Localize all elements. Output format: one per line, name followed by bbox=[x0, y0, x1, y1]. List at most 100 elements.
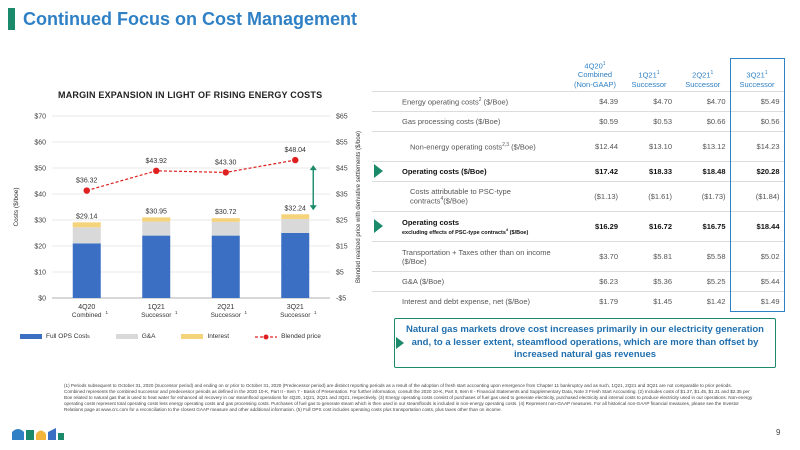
y-right-tick-label: $35 bbox=[336, 192, 348, 199]
legend-superscript: 5 bbox=[87, 334, 90, 339]
row-sublabel-superscript: 4 bbox=[505, 226, 509, 232]
table-cell: $5.49 bbox=[729, 91, 785, 112]
table-cell: $5.58 bbox=[676, 241, 730, 272]
bar-total-label: $32.24 bbox=[285, 205, 307, 212]
table-row: Operating costs excluding effects of PSC-… bbox=[372, 211, 785, 242]
row-label: Costs attributable to PSC-type contracts… bbox=[372, 181, 568, 212]
table-cell: $5.81 bbox=[622, 241, 676, 272]
table-cell: $16.29 bbox=[568, 211, 622, 242]
table-cell: $16.75 bbox=[676, 211, 730, 242]
header-blank bbox=[372, 59, 568, 92]
table-row: Transportation + Taxes other than on inc… bbox=[372, 241, 785, 272]
row-label-text: Gas processing costs ($/Boe) bbox=[402, 117, 501, 127]
y-tick-label: $70 bbox=[34, 114, 46, 121]
legend-label: Blended price bbox=[281, 333, 321, 340]
callout-text: Natural gas markets drove cost increases… bbox=[406, 324, 764, 361]
table-cell: $18.48 bbox=[676, 161, 730, 182]
column-header-line: Successor bbox=[739, 79, 775, 89]
y-right-tick-label: $5 bbox=[336, 270, 344, 277]
table-cell: $1.49 bbox=[729, 291, 785, 313]
table-row: Interest and debt expense, net ($/Boe) $1… bbox=[372, 291, 785, 313]
bar-g-a bbox=[211, 221, 240, 236]
column-header: 2Q211 Successor bbox=[676, 59, 730, 92]
x-tick-label: 4Q20 bbox=[78, 304, 95, 311]
y-tick-label: $40 bbox=[34, 192, 46, 199]
row-label-text: Transportation + Taxes other than on inc… bbox=[402, 247, 551, 266]
footnote: (1) Periods subsequent to October 31, 20… bbox=[64, 383, 753, 413]
row-label: Transportation + Taxes other than on inc… bbox=[372, 241, 568, 272]
y-tick-label: $20 bbox=[34, 244, 46, 251]
row-sublabel-suffix: ($/Boe) bbox=[508, 229, 529, 236]
column-header-line: 3Q21 bbox=[746, 70, 765, 80]
column-header-line: Successor bbox=[631, 79, 667, 89]
legend-label: Interest bbox=[207, 333, 230, 340]
bar-g-a bbox=[281, 218, 310, 233]
bar-total-label: $29.14 bbox=[76, 213, 98, 220]
bar-g-a bbox=[142, 221, 171, 236]
table-cell: $4.70 bbox=[622, 91, 676, 112]
company-logo-icon bbox=[12, 428, 64, 440]
table-cell: $14.23 bbox=[729, 131, 785, 162]
table-cell: $1.79 bbox=[568, 291, 622, 312]
table-cell: $5.02 bbox=[729, 241, 785, 272]
table-row: Energy operating costs2 ($/Boe) $4.39 $4.7… bbox=[372, 91, 785, 112]
column-header-superscript: 1 bbox=[710, 69, 714, 76]
table-cell: ($1.61) bbox=[622, 181, 676, 212]
column-header-superscript: 1 bbox=[656, 69, 660, 76]
row-label: Operating costs excluding effects of PSC-… bbox=[372, 211, 568, 242]
column-header: 4Q201 Combined (Non-GAAP) bbox=[568, 59, 622, 92]
table-cell: $0.59 bbox=[568, 111, 622, 132]
arrow-down-icon bbox=[309, 205, 317, 211]
table-row: Non-energy operating costs2,3 ($/Boe) $12… bbox=[372, 131, 785, 162]
blended-price-label: $48.04 bbox=[285, 147, 307, 154]
y-right-axis-label: Blended realized price with derivative s… bbox=[356, 131, 362, 283]
row-label-text: Non-energy operating costs bbox=[410, 142, 503, 152]
row-label-text: Operating costs ($/Boe) bbox=[402, 167, 487, 177]
column-header-superscript: 1 bbox=[764, 69, 768, 76]
table-cell: $5.36 bbox=[622, 271, 676, 292]
table-row: G&A ($/Boe) $6.23 $5.36 $5.25 $5.44 bbox=[372, 271, 785, 292]
table-cell: $13.12 bbox=[676, 131, 730, 162]
row-label-text: Costs attributable to PSC-type contracts bbox=[410, 187, 511, 206]
column-header-line: 1Q21 bbox=[638, 70, 657, 80]
column-header-line: Successor bbox=[685, 79, 721, 89]
table-cell: $18.33 bbox=[622, 161, 676, 182]
table-cell: $16.72 bbox=[622, 211, 676, 242]
row-sublabel: excluding effects of PSC-type contracts4… bbox=[402, 227, 564, 236]
cost-table: 4Q201 Combined (Non-GAAP) 1Q211 Successor 2Q2… bbox=[372, 57, 785, 313]
x-tick-label: 1Q21 bbox=[148, 304, 165, 311]
row-label-superscript: 2,3 bbox=[502, 141, 510, 148]
table-cell: $4.70 bbox=[676, 91, 730, 112]
arrow-up-icon bbox=[309, 165, 317, 171]
table-row: Gas processing costs ($/Boe) $0.59 $0.53 $0… bbox=[372, 111, 785, 132]
title-accent-bar bbox=[8, 8, 15, 30]
bar-full-ops-cost bbox=[142, 235, 171, 298]
table-cell: ($1.73) bbox=[676, 181, 730, 212]
legend-swatch bbox=[181, 334, 204, 339]
x-tick-superscript: 1 bbox=[105, 310, 108, 315]
blended-price-point bbox=[292, 156, 299, 164]
chevron-right-icon bbox=[396, 337, 404, 349]
table-cell: $12.44 bbox=[568, 131, 622, 162]
y-tick-label: $50 bbox=[34, 166, 46, 173]
row-label-suffix: ($/Boe) bbox=[509, 142, 536, 152]
bar-full-ops-cost bbox=[281, 233, 310, 298]
legend-label: Full OPS Cost bbox=[46, 333, 88, 340]
x-tick-label: Successor bbox=[211, 312, 242, 319]
column-header-line: (Non-GAAP) bbox=[573, 79, 617, 89]
blended-price-point bbox=[222, 169, 229, 176]
row-label: G&A ($/Boe) bbox=[372, 271, 568, 292]
blended-price-label: $43.30 bbox=[215, 159, 237, 166]
chevron-right-icon bbox=[374, 164, 383, 178]
cost-table-body: Energy operating costs2 ($/Boe) $4.39 $4.7… bbox=[372, 91, 785, 313]
bar-interest bbox=[211, 218, 240, 222]
legend-swatch bbox=[115, 334, 138, 339]
table-cell: ($1.13) bbox=[568, 181, 622, 212]
y-axis-label: Costs ($/boe) bbox=[13, 187, 20, 226]
table-cell: $6.23 bbox=[568, 271, 622, 292]
y-right-tick-label: -$5 bbox=[336, 296, 346, 303]
blended-price-point bbox=[83, 187, 90, 194]
chart-legend: Full OPS Cost 5 G&A Interest Blended price bbox=[20, 333, 347, 340]
x-tick-label: Successor bbox=[141, 312, 172, 319]
legend-item: G&A bbox=[115, 333, 155, 340]
